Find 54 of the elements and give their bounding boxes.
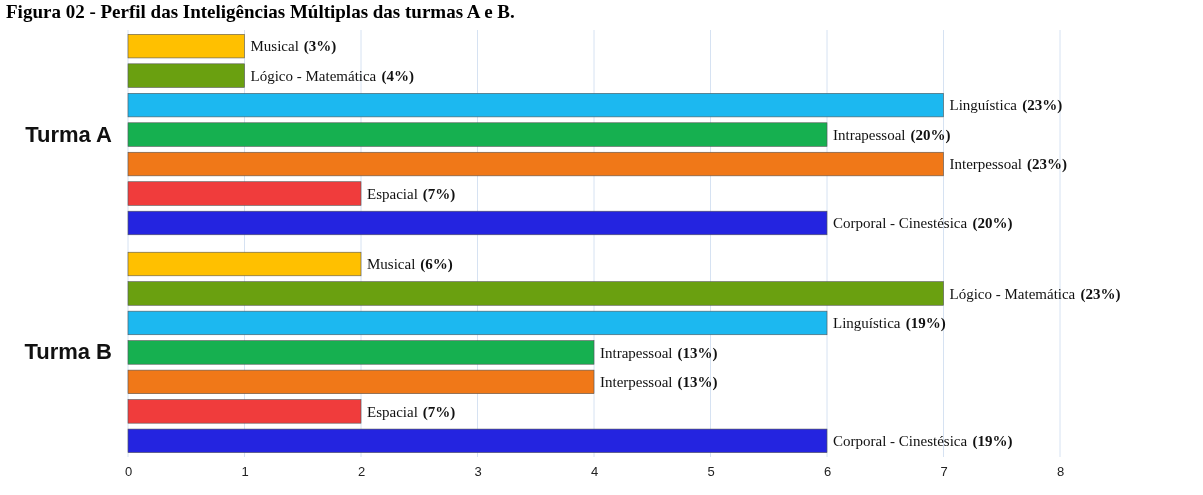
x-tick-label: 6 <box>823 464 832 480</box>
bar <box>127 251 362 277</box>
annotation: (19%) <box>972 433 1013 451</box>
series-label: Intrapessoal <box>833 126 906 143</box>
x-tick-label: 5 <box>707 464 715 480</box>
annotation: (19%) <box>905 315 946 333</box>
x-tick-label: 8 <box>1056 464 1065 480</box>
text: Linguística <box>833 315 901 332</box>
bar <box>127 63 245 88</box>
annotation: (20%) <box>910 126 951 144</box>
series-label: Linguística <box>949 97 1018 114</box>
annotation: (23%) <box>1022 97 1063 115</box>
x-tick-label: 4 <box>590 464 599 480</box>
series-label: Lógico - Matemática <box>250 67 377 84</box>
annotation: (23%) <box>1026 156 1067 174</box>
bar <box>127 151 944 177</box>
x-tick-label: 7 <box>940 464 948 480</box>
annotation: (13%) <box>677 374 718 392</box>
x-tick-label: 3 <box>474 464 482 480</box>
series-label: Espacial <box>367 185 418 202</box>
text: Espacial <box>367 403 418 420</box>
bar <box>127 181 362 206</box>
annotation: (7%) <box>422 185 456 203</box>
annotation: (3%) <box>303 38 337 56</box>
text: Intrapessoal <box>600 344 673 361</box>
x-tick-label: 0 <box>124 464 133 480</box>
text: Lógico - Matemática <box>949 285 1076 302</box>
text: Corporal - Cinestésica <box>833 433 968 450</box>
bar <box>127 210 828 236</box>
bar <box>127 281 944 306</box>
bar <box>127 310 828 336</box>
text: Musical <box>367 256 416 273</box>
series-label: Interpessoal <box>949 156 1022 173</box>
bar <box>127 122 828 147</box>
annotation: (6%) <box>420 256 453 274</box>
bar <box>127 369 595 394</box>
bar <box>127 399 362 424</box>
chart-title: Figura 02 - Perfil das Inteligências Múltiplas das turmas A e B. <box>6 1 515 22</box>
annotation: (4%) <box>381 67 415 85</box>
y-tick-label: Turma B <box>24 339 112 365</box>
annotation: (20%) <box>972 215 1013 233</box>
text: (23%) <box>1080 285 1121 303</box>
bar <box>127 34 245 59</box>
bar <box>127 340 595 365</box>
series-label: Corporal - Cinestésica <box>833 215 968 232</box>
series-label: Musical <box>250 38 299 55</box>
bar <box>127 93 944 118</box>
x-tick-label: 2 <box>357 464 366 480</box>
y-tick-label: Turma A <box>25 121 113 147</box>
text: Interpessoal <box>600 374 673 391</box>
x-tick-label: 1 <box>241 464 249 480</box>
bar <box>127 428 828 453</box>
annotation: (13%) <box>677 344 718 362</box>
annotation: (7%) <box>422 403 456 421</box>
